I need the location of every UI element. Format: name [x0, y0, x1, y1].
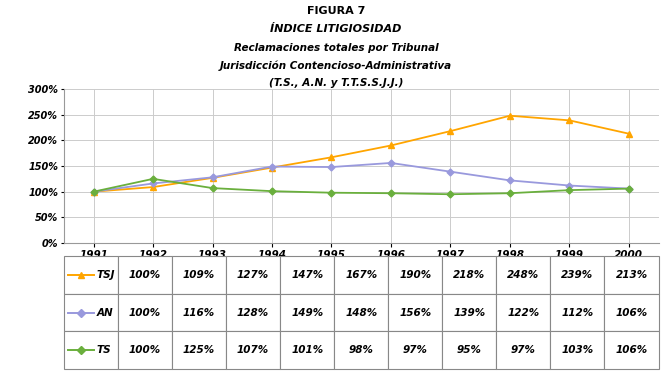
- Bar: [442, 256, 497, 294]
- Bar: [550, 294, 605, 331]
- Bar: [64, 294, 118, 331]
- Text: 128%: 128%: [237, 308, 269, 318]
- Bar: [388, 294, 442, 331]
- Bar: [388, 256, 442, 294]
- Text: 218%: 218%: [454, 270, 485, 280]
- Text: 127%: 127%: [237, 270, 269, 280]
- Text: 106%: 106%: [616, 345, 648, 355]
- Text: TSJ: TSJ: [97, 270, 116, 280]
- Text: 100%: 100%: [129, 308, 161, 318]
- Text: 139%: 139%: [454, 308, 485, 318]
- Bar: [226, 331, 280, 369]
- Text: 106%: 106%: [616, 308, 648, 318]
- Bar: [497, 294, 550, 331]
- Bar: [334, 331, 388, 369]
- Bar: [280, 294, 334, 331]
- Bar: [172, 256, 226, 294]
- Text: 107%: 107%: [237, 345, 269, 355]
- Bar: [64, 256, 118, 294]
- Text: 116%: 116%: [183, 308, 215, 318]
- Text: 156%: 156%: [399, 308, 431, 318]
- Bar: [172, 294, 226, 331]
- Text: 95%: 95%: [457, 345, 482, 355]
- Text: 100%: 100%: [129, 270, 161, 280]
- Text: 148%: 148%: [345, 308, 377, 318]
- Bar: [605, 256, 659, 294]
- Bar: [172, 331, 226, 369]
- Text: AN: AN: [97, 308, 114, 318]
- Text: 122%: 122%: [507, 308, 540, 318]
- Bar: [64, 331, 118, 369]
- Bar: [442, 294, 497, 331]
- Text: 167%: 167%: [345, 270, 377, 280]
- Text: 125%: 125%: [183, 345, 215, 355]
- Bar: [605, 294, 659, 331]
- Text: 100%: 100%: [129, 345, 161, 355]
- Bar: [226, 256, 280, 294]
- Bar: [118, 331, 172, 369]
- Bar: [550, 256, 605, 294]
- Text: FIGURA 7: FIGURA 7: [307, 6, 365, 16]
- Text: 248%: 248%: [507, 270, 540, 280]
- Text: 101%: 101%: [291, 345, 323, 355]
- Bar: [334, 256, 388, 294]
- Bar: [605, 331, 659, 369]
- Text: 97%: 97%: [511, 345, 536, 355]
- Text: 213%: 213%: [616, 270, 648, 280]
- Text: 149%: 149%: [291, 308, 323, 318]
- Text: 98%: 98%: [349, 345, 374, 355]
- Text: 239%: 239%: [561, 270, 593, 280]
- Text: Reclamaciones totales por Tribunal: Reclamaciones totales por Tribunal: [234, 43, 438, 53]
- Text: 109%: 109%: [183, 270, 215, 280]
- Text: 147%: 147%: [291, 270, 323, 280]
- Text: TS: TS: [97, 345, 112, 355]
- Bar: [118, 294, 172, 331]
- Bar: [280, 331, 334, 369]
- Text: 97%: 97%: [403, 345, 427, 355]
- Text: ÍNDICE LITIGIOSIDAD: ÍNDICE LITIGIOSIDAD: [270, 24, 402, 34]
- Bar: [550, 331, 605, 369]
- Bar: [280, 256, 334, 294]
- Text: (T.S., A.N. y T.T.S.S.J.J.): (T.S., A.N. y T.T.S.S.J.J.): [269, 78, 403, 88]
- Text: Jurisdicción Contencioso-Administrativa: Jurisdicción Contencioso-Administrativa: [220, 60, 452, 70]
- Bar: [497, 331, 550, 369]
- Bar: [226, 294, 280, 331]
- Text: 190%: 190%: [399, 270, 431, 280]
- Text: 103%: 103%: [561, 345, 593, 355]
- Bar: [334, 294, 388, 331]
- Bar: [118, 256, 172, 294]
- Bar: [442, 331, 497, 369]
- Bar: [497, 256, 550, 294]
- Text: 112%: 112%: [561, 308, 593, 318]
- Bar: [388, 331, 442, 369]
